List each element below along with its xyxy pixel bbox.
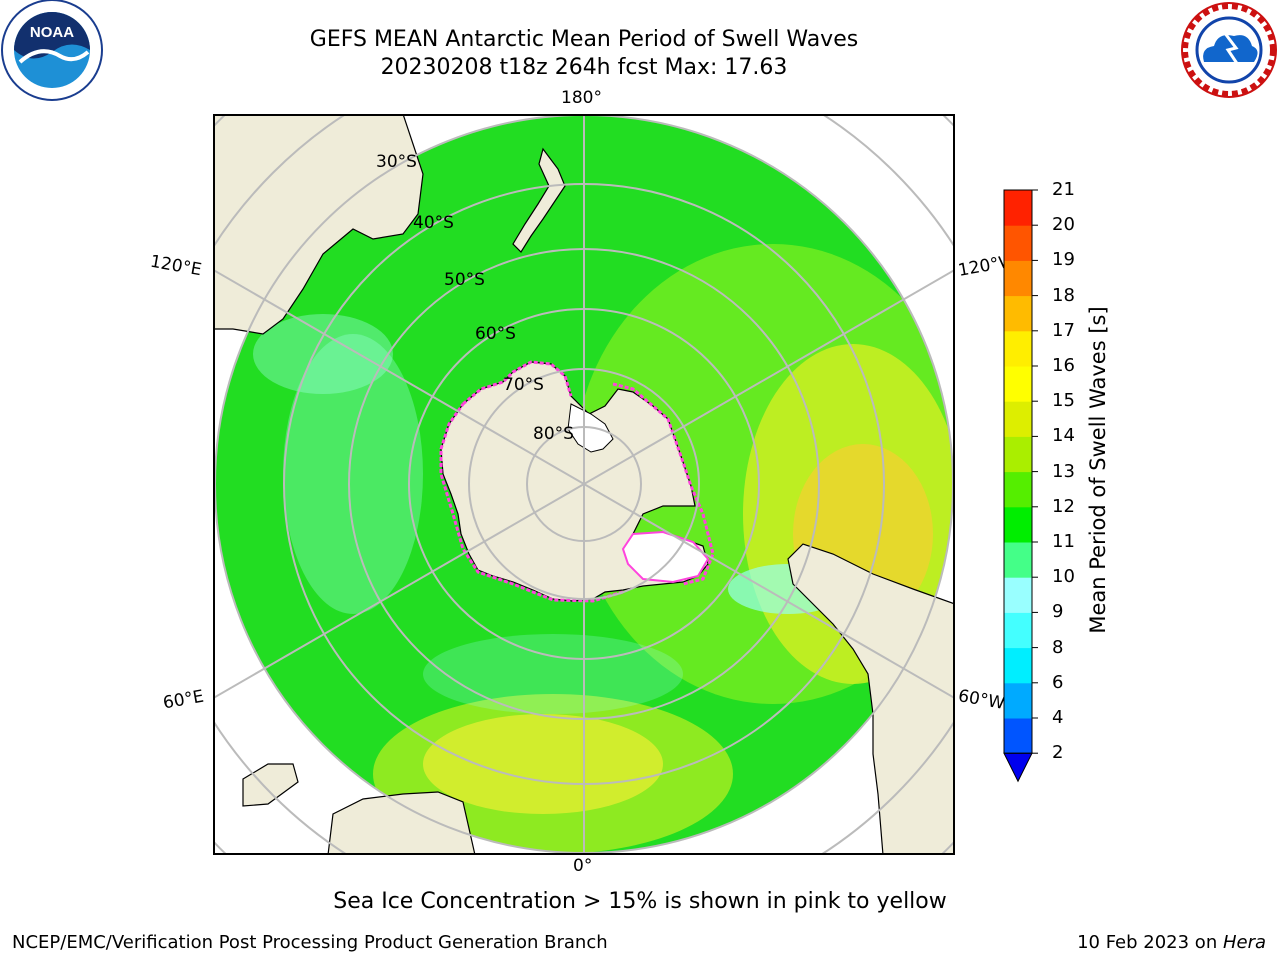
colorbar-ticks: 2 4 6 8 9 10 11 12 13 14 15 16 17 18 19 20 21: [1052, 0, 1112, 960]
australia-land: [213, 114, 424, 335]
colorbar-tick-label: 19: [1052, 249, 1075, 271]
colorbar-tick-label: 8: [1052, 636, 1064, 658]
colorbar-segment: [1004, 612, 1032, 649]
nws-logo: [1181, 2, 1277, 98]
colorbar-tick-label: 6: [1052, 671, 1064, 693]
colorbar-tick-label: 2: [1052, 742, 1064, 764]
lon-label-60e: 60°E: [161, 686, 206, 714]
noaa-text: NOAA: [30, 24, 74, 41]
colorbar-segment: [1004, 436, 1032, 473]
footer-credit: NCEP/EMC/Verification Post Processing Pr…: [12, 932, 608, 953]
colorbar-segment: [1004, 401, 1032, 437]
colorbar-segment: [1004, 330, 1032, 367]
colorbar-segment: [1004, 506, 1032, 543]
colorbar-tick-label: 13: [1052, 460, 1075, 482]
colorbar-tick-label: 10: [1052, 566, 1075, 588]
lat-label-70s: 70°S: [503, 375, 544, 395]
noaa-logo: NOAA: [1, 0, 103, 101]
footer-host: Hera: [1222, 932, 1266, 953]
colorbar-underflow: [1003, 752, 1033, 783]
colorbar-tick-label: 12: [1052, 495, 1075, 517]
colorbar-tick-label: 9: [1052, 601, 1064, 623]
lat-label-80s: 80°S: [533, 424, 574, 444]
colorbar-segment: [1004, 577, 1032, 613]
lon-label-0: 0°: [573, 856, 593, 876]
lon-label-180: 180°: [561, 88, 602, 108]
colorbar-segment: [1004, 471, 1032, 508]
lat-label-30s: 30°S: [376, 152, 417, 172]
colorbar-segment: [1004, 225, 1032, 261]
africa-land: [327, 791, 476, 855]
chart-title: GEFS MEAN Antarctic Mean Period of Swell…: [309, 27, 859, 52]
sea-ice-note: Sea Ice Concentration > 15% is shown in …: [333, 889, 947, 914]
colorbar-tick-label: 4: [1052, 707, 1064, 728]
chart-subtitle: 20230208 t18z 264h fcst Max: 17.63: [380, 55, 788, 80]
colorbar-segment: [1004, 190, 1032, 226]
colorbar: [1003, 189, 1038, 783]
lat-label-60s: 60°S: [475, 324, 516, 344]
colorbar-tick-label: 15: [1052, 390, 1075, 412]
weddell-sea-ice: [621, 530, 710, 584]
colorbar-segment: [1004, 366, 1032, 402]
colorbar-segment: [1004, 682, 1032, 719]
madagascar-land: [242, 763, 299, 807]
colorbar-tick-label: 18: [1052, 284, 1075, 306]
colorbar-tick-label: 17: [1052, 319, 1075, 341]
footer-date: 10 Feb 2023 on Hera: [1077, 932, 1266, 953]
footer-date-text: 10 Feb 2023 on: [1077, 932, 1223, 953]
lat-label-40s: 40°S: [413, 213, 454, 233]
colorbar-segment: [1004, 260, 1032, 297]
colorbar-tick-label: 16: [1052, 355, 1075, 376]
lon-label-60w: 60°W: [956, 686, 1007, 714]
colorbar-segment: [1004, 295, 1032, 332]
lat-label-50s: 50°S: [444, 270, 485, 290]
colorbar-segment: [1004, 542, 1032, 578]
sea-ice-edge: [439, 360, 715, 603]
colorbar-tick-label: 11: [1052, 531, 1075, 552]
colorbar-label: Mean Period of Swell Waves [s]: [1086, 306, 1110, 634]
colorbar-segment: [1004, 718, 1032, 754]
colorbar-segment: [1004, 647, 1032, 684]
lon-label-120e: 120°E: [148, 251, 204, 281]
colorbar-tick-label: 21: [1052, 179, 1075, 200]
polar-map: [213, 114, 955, 855]
colorbar-tick-label: 20: [1052, 214, 1075, 236]
colorbar-tick-label: 14: [1052, 425, 1075, 447]
